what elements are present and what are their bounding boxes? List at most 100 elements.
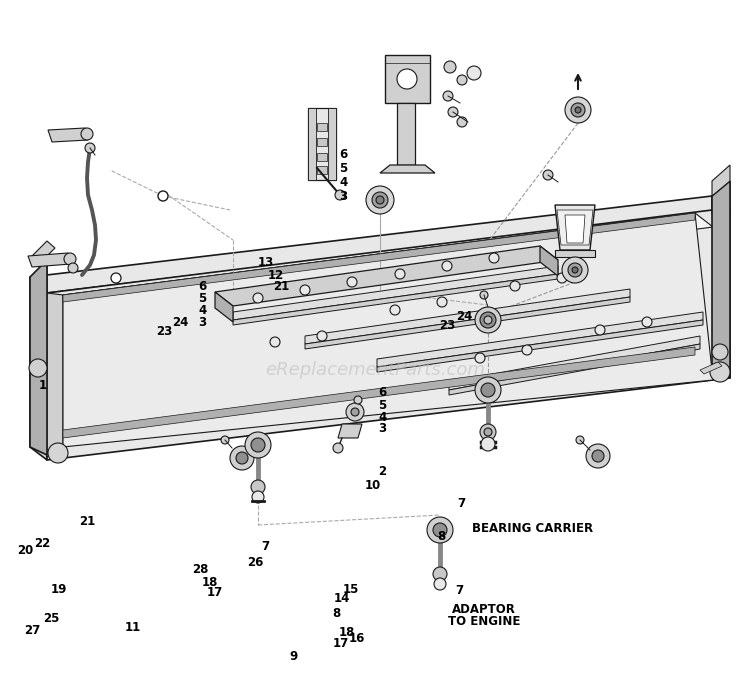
Circle shape: [397, 69, 417, 89]
Circle shape: [565, 97, 591, 123]
Circle shape: [270, 337, 280, 347]
Text: 22: 22: [34, 537, 50, 550]
Circle shape: [576, 436, 584, 444]
Circle shape: [543, 170, 553, 180]
Circle shape: [230, 446, 254, 470]
Circle shape: [592, 450, 604, 462]
Text: 5: 5: [339, 162, 347, 175]
Polygon shape: [700, 362, 722, 374]
Circle shape: [347, 277, 357, 287]
Text: 26: 26: [247, 556, 263, 569]
Circle shape: [68, 263, 78, 273]
Text: 21: 21: [273, 280, 290, 292]
Text: 13: 13: [258, 256, 274, 269]
Polygon shape: [63, 347, 695, 438]
Text: 21: 21: [80, 516, 96, 528]
Circle shape: [489, 253, 499, 263]
Circle shape: [480, 291, 488, 299]
Circle shape: [557, 273, 567, 283]
Circle shape: [366, 186, 394, 214]
Polygon shape: [397, 165, 415, 170]
Circle shape: [29, 359, 47, 377]
Circle shape: [642, 317, 652, 327]
Polygon shape: [305, 289, 630, 344]
Circle shape: [333, 443, 343, 453]
Polygon shape: [48, 128, 88, 142]
Polygon shape: [317, 138, 327, 146]
Text: BEARING CARRIER: BEARING CARRIER: [472, 522, 593, 534]
Circle shape: [442, 261, 452, 271]
Text: 8: 8: [333, 607, 340, 620]
Circle shape: [434, 578, 446, 590]
Text: 16: 16: [349, 632, 365, 644]
Polygon shape: [449, 336, 700, 390]
Circle shape: [467, 66, 481, 80]
Circle shape: [158, 191, 168, 201]
Polygon shape: [397, 103, 415, 165]
Circle shape: [481, 383, 495, 397]
Polygon shape: [449, 344, 700, 395]
Polygon shape: [215, 246, 558, 306]
Circle shape: [433, 567, 447, 581]
Polygon shape: [233, 266, 558, 320]
Circle shape: [372, 192, 388, 208]
Circle shape: [572, 267, 578, 273]
Circle shape: [346, 403, 364, 421]
Polygon shape: [557, 210, 593, 245]
Circle shape: [390, 305, 400, 315]
Text: 10: 10: [364, 479, 381, 491]
Text: 1: 1: [39, 379, 46, 392]
Circle shape: [253, 293, 263, 303]
Circle shape: [475, 377, 501, 403]
Circle shape: [562, 257, 588, 283]
Circle shape: [522, 345, 532, 355]
Polygon shape: [30, 277, 47, 460]
Polygon shape: [308, 108, 336, 180]
Polygon shape: [380, 165, 435, 173]
Text: 7: 7: [262, 541, 269, 553]
Circle shape: [376, 196, 384, 204]
Circle shape: [448, 107, 458, 117]
Circle shape: [236, 452, 248, 464]
Circle shape: [245, 432, 271, 458]
Polygon shape: [555, 250, 595, 257]
Circle shape: [351, 408, 359, 416]
Circle shape: [444, 61, 456, 73]
Text: 18: 18: [202, 577, 218, 589]
Circle shape: [317, 331, 327, 341]
Polygon shape: [555, 205, 595, 250]
Circle shape: [480, 424, 496, 440]
Polygon shape: [215, 292, 233, 322]
Circle shape: [484, 428, 492, 436]
Circle shape: [433, 523, 447, 537]
Text: 3: 3: [199, 316, 206, 328]
Circle shape: [475, 353, 485, 363]
Text: 9: 9: [290, 650, 298, 663]
Circle shape: [571, 103, 585, 117]
Circle shape: [251, 438, 265, 452]
Polygon shape: [328, 108, 336, 180]
Text: 5: 5: [378, 399, 387, 412]
Circle shape: [586, 444, 610, 468]
Polygon shape: [30, 260, 47, 293]
Text: 4: 4: [198, 304, 206, 317]
Polygon shape: [712, 181, 730, 210]
Text: 11: 11: [124, 622, 141, 634]
Text: 3: 3: [379, 423, 386, 435]
Text: 24: 24: [456, 310, 472, 322]
Circle shape: [443, 91, 453, 101]
Circle shape: [510, 281, 520, 291]
Text: 20: 20: [17, 545, 34, 557]
Text: 23: 23: [156, 326, 172, 338]
Text: 6: 6: [339, 148, 347, 161]
Circle shape: [335, 190, 345, 200]
Circle shape: [481, 437, 495, 451]
Polygon shape: [377, 320, 703, 372]
Text: 12: 12: [268, 269, 284, 281]
Polygon shape: [317, 153, 327, 161]
Text: 14: 14: [334, 592, 350, 604]
Polygon shape: [308, 108, 316, 180]
Polygon shape: [712, 165, 730, 196]
Circle shape: [712, 344, 728, 360]
Text: 2: 2: [379, 466, 386, 478]
